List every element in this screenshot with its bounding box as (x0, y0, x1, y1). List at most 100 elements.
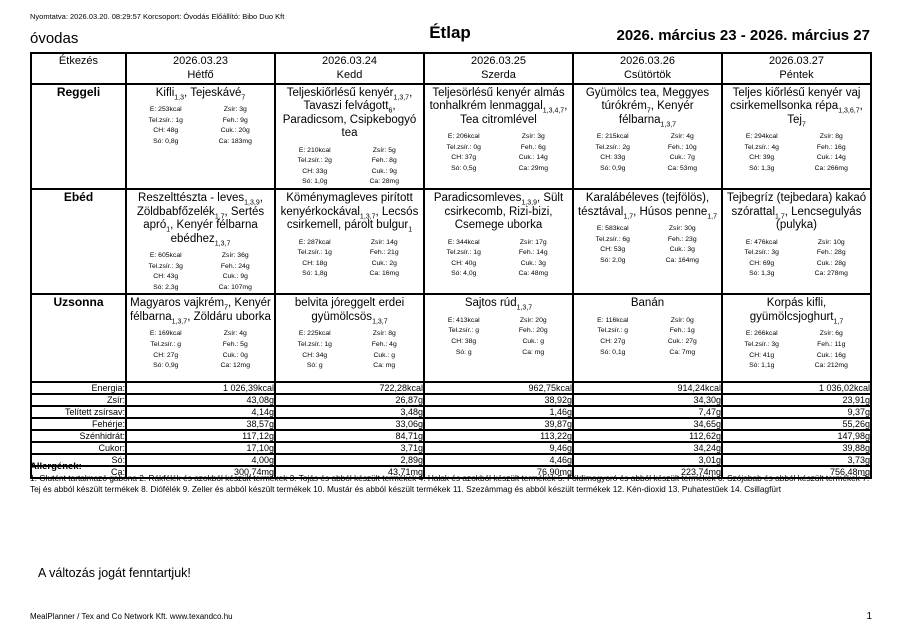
nutrition-line: Zsír: 8g (372, 330, 396, 338)
nutrition-line: Ca: 53mg (667, 164, 697, 172)
nutrition-line: Tel.zsír.: g (448, 327, 480, 335)
nutrition-line: Tel.zsír.: 1g (297, 341, 332, 348)
nutrition-line: Zsír: 4g (223, 330, 247, 338)
nutrition-line: Tel.zsír.: g (597, 327, 629, 335)
nutrition-line: Só: 1,0g (302, 178, 328, 186)
summary-value: 9,46g (423, 441, 574, 456)
column-date: 2026.03.23 (172, 55, 229, 67)
summary-value: 112,62g (572, 429, 723, 444)
nutrition-line: Cuk.: 28g (816, 259, 846, 267)
nutrition-line: Só: 1,3g (749, 164, 775, 172)
page-title: Étlap (429, 23, 471, 42)
column-date: 2026.03.26 (619, 55, 676, 67)
nutrition-line: Ca: 266mg (814, 164, 848, 172)
summary-value: 43,71mg (274, 465, 425, 480)
nutrition-line: Tel.zsír.: 3g (744, 249, 779, 257)
meal-cell: Reszelttészta - leves1,3,9, Zöldbabfőzel… (125, 187, 276, 296)
nutrition-line: E: 215kcal (596, 133, 629, 141)
summary-label: Zsír: (30, 393, 127, 408)
nutrition-line: Zsír: 20g (519, 316, 547, 324)
summary-value: 756,48mg (721, 465, 872, 480)
summary-value: 914,24kcal (572, 381, 723, 396)
nutrition-block: E: 583kcal Tel.zsír.: 6g CH: 53g Só: 2,0g Zs… (574, 224, 721, 266)
nutrition-line: E: 116kcal (597, 316, 629, 324)
nutrition-line: Tel.zsír.: 4g (744, 143, 779, 151)
date-range: 2026. március 23 - 2026. március 27 (616, 27, 870, 44)
nutrition-line: Zsír: 3g (521, 133, 545, 141)
column-date: 2026.03.24 (321, 55, 378, 67)
nutrition-line: E: 206kcal (447, 133, 480, 141)
menu-table: Étkezés 2026.03.23 Hétfő 2026.03.24 Kedd 2… (30, 52, 872, 480)
column-day: Hétfő (187, 69, 214, 82)
meal-cell: Korpás kifli, gyümölcsjoghurt1,7 E: 266k… (721, 293, 872, 384)
meal-cell: Sajtos rúd1,3,7 E: 413kcal Tel.zsír.: g CH… (423, 293, 574, 384)
nutrition-line: Cuk.: 27g (667, 337, 697, 345)
meal-title: Korpás kifli, gyümölcsjoghurt1,7 (749, 297, 844, 326)
nutrition-line: CH: 48g (153, 127, 179, 135)
nutrition-line: Cuk.: 14g (816, 154, 846, 162)
nutrition-line: Ca: 7mg (669, 348, 696, 356)
summary-row-sugar: Cukor: 17,10g 3,71g 9,46g 34,24g 39,88g (30, 441, 872, 456)
nutrition-line: Ca: 48mg (518, 270, 548, 278)
summary-row-protein: Fehérje: 38,57g 33,06g 39,87g 34,65g 55,… (30, 417, 872, 432)
summary-value: 3,73g (721, 453, 872, 468)
nutrition-block: E: 210kcal Tel.zsír.: 2g CH: 33g Só: 1,0g Zs… (276, 146, 423, 188)
summary-value: 3,71g (274, 441, 425, 456)
meal-title: Teljes kiőrlésű kenyér vaj csirkemellson… (730, 86, 863, 129)
nutrition-line: Zsír: 17g (519, 238, 547, 246)
nutrition-line: Tel.zsír.: g (150, 341, 182, 348)
nutrition-line: Feh.: 16g (816, 143, 846, 151)
nutrition-line: Só: 0,9g (153, 362, 179, 370)
nutrition-line: CH: 38g (451, 337, 477, 345)
nutrition-line: Só: 0,8g (153, 137, 179, 145)
nutrition-line: Cuk.: g (522, 337, 545, 345)
nutrition-block: E: 253kcal Tel.zsír.: 1g CH: 48g Só: 0,8g Zs… (127, 105, 274, 147)
summary-value: 43,08g (125, 393, 276, 408)
nutrition-line: Feh.: 8g (371, 157, 397, 165)
nutrition-line: Cuk.: 14g (518, 154, 548, 162)
nutrition-line: E: 605kcal (149, 252, 182, 260)
summary-value: 2,89g (274, 453, 425, 468)
group-name: óvodas (30, 30, 79, 47)
summary-value: 3,48g (274, 405, 425, 420)
nutrition-line: Só: 2,3g (153, 283, 179, 291)
meal-title: Gyümölcs tea, Meggyes túrókrém7, Kenyér … (585, 86, 710, 129)
nutrition-line: Cuk.: g (373, 351, 396, 359)
nutrition-line: Cuk.: 3g (669, 246, 695, 254)
summary-value: 34,24g (572, 441, 723, 456)
allergens-section: Allergének: 1. Glutént tartalmazó gabona… (30, 461, 870, 495)
nutrition-line: Tel.zsír.: 1g (446, 249, 481, 257)
nutrition-line: Feh.: 4g (371, 341, 397, 348)
summary-value: 722,28kcal (274, 381, 425, 396)
summary-label: Fehérje: (30, 417, 127, 432)
row-label-snack: Uzsonna (30, 293, 127, 384)
summary-value: 3,01g (572, 453, 723, 468)
nutrition-line: Só: 1,8g (302, 270, 328, 278)
meal-title: Reszelttészta - leves1,3,9, Zöldbabfőzel… (136, 191, 265, 247)
allergens-heading: Allergének: (30, 461, 82, 472)
summary-value: 7,47g (572, 405, 723, 420)
nutrition-line: E: 413kcal (447, 316, 480, 324)
meal-title: Köménymagleves pirított kenyérkockával1,… (280, 191, 419, 234)
nutrition-line: CH: 43g (153, 273, 179, 281)
nutrition-line: Só: 1,3g (749, 270, 775, 278)
nutrition-line: Cuk.: 3g (520, 259, 546, 267)
nutrition-line: Feh.: 5g (222, 341, 248, 348)
meal-cell: Teljes kiőrlésű kenyér vaj csirkemellson… (721, 82, 872, 190)
nutrition-line: Feh.: 1g (669, 327, 695, 335)
nutrition-line: E: 169kcal (149, 330, 182, 338)
nutrition-line: Feh.: 11g (817, 341, 846, 348)
row-label-breakfast: Reggeli (30, 82, 127, 190)
nutrition-line: Só: 2,0g (600, 256, 626, 264)
summary-value: 84,71g (274, 429, 425, 444)
nutrition-line: Ca: 183mg (218, 137, 252, 145)
nutrition-line: CH: 27g (153, 351, 179, 359)
nutrition-line: Ca: 107mg (218, 283, 252, 291)
summary-value: 1 036,02kcal (721, 381, 872, 396)
summary-value: 39,88g (721, 441, 872, 456)
nutrition-line: CH: 27g (600, 337, 626, 345)
day-header: 2026.03.24 Kedd (274, 52, 425, 85)
nutrition-line: CH: 40g (451, 259, 477, 267)
summary-value: 34,30g (572, 393, 723, 408)
nutrition-line: E: 476kcal (745, 238, 778, 246)
